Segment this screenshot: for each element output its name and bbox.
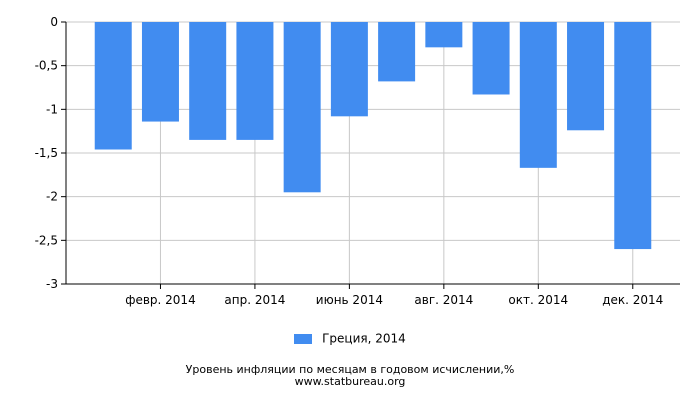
y-tick-label: -3 (46, 277, 58, 291)
x-tick-label: окт. 2014 (508, 293, 568, 307)
bar (189, 22, 227, 140)
chart-title: Уровень инфляции по месяцам в годовом ис… (185, 363, 515, 376)
bar (378, 22, 416, 82)
y-tick-label: 0 (50, 15, 58, 29)
x-tick-label: апр. 2014 (224, 293, 285, 307)
y-axis-ticks: 0 -0,5 -1 -1,5 -2 -2,5 -3 (35, 15, 66, 291)
bar (141, 22, 179, 122)
x-tick-label: июнь 2014 (316, 293, 383, 307)
y-tick-label: -1,5 (35, 146, 58, 160)
bar (94, 22, 132, 150)
bar (519, 22, 557, 168)
y-tick-label: -2 (46, 190, 58, 204)
bar (283, 22, 321, 193)
chart-caption: Уровень инфляции по месяцам в годовом ис… (0, 364, 700, 388)
bar (236, 22, 274, 140)
x-axis-ticks: февр. 2014 апр. 2014 июнь 2014 авг. 2014 окт… (125, 284, 663, 307)
y-tick-label: -2,5 (35, 233, 58, 247)
x-tick-label: февр. 2014 (125, 293, 196, 307)
x-tick-label: авг. 2014 (414, 293, 473, 307)
y-tick-label: -0,5 (35, 59, 58, 73)
legend-label: Греция, 2014 (322, 331, 406, 346)
bar (425, 22, 463, 48)
bar (567, 22, 605, 131)
legend: Греция, 2014 (0, 331, 700, 346)
y-tick-label: -1 (46, 102, 58, 116)
bars (94, 22, 652, 250)
x-tick-label: дек. 2014 (602, 293, 663, 307)
source-text: www.statbureau.org (294, 375, 406, 388)
bar (614, 22, 652, 250)
bar (472, 22, 510, 95)
bar (330, 22, 368, 117)
legend-swatch (294, 333, 313, 344)
